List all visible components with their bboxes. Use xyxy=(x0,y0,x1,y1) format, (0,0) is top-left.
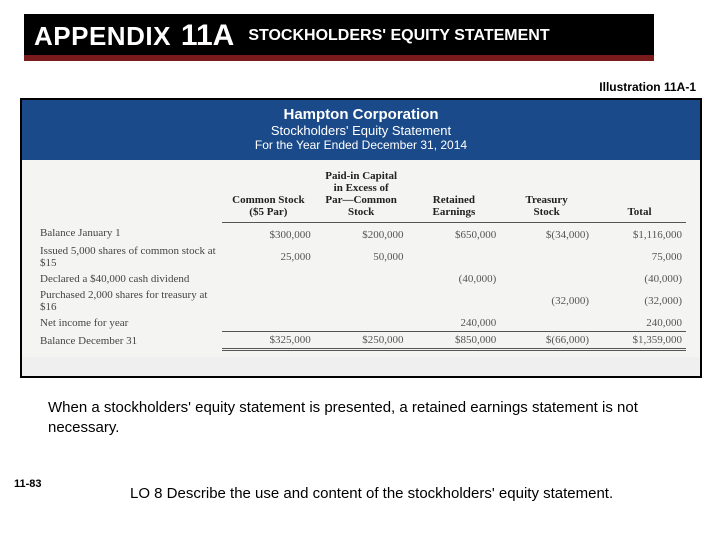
statement-period: For the Year Ended December 31, 2014 xyxy=(22,138,700,152)
col-total: Total xyxy=(593,168,686,223)
col-paid-in-capital: Paid-in Capitalin Excess ofPar—CommonSto… xyxy=(315,168,408,223)
appendix-header: APPENDIX 11A STOCKHOLDERS' EQUITY STATEM… xyxy=(24,14,654,58)
cell xyxy=(500,271,593,287)
cell: $(66,000) xyxy=(500,332,593,350)
appendix-title: STOCKHOLDERS' EQUITY STATEMENT xyxy=(248,27,549,45)
cell xyxy=(408,287,501,315)
header-underline xyxy=(24,55,654,61)
row-label: Balance January 1 xyxy=(36,223,222,244)
learning-objective: LO 8 Describe the use and content of the… xyxy=(130,485,613,502)
statement-header: Hampton Corporation Stockholders' Equity… xyxy=(22,100,700,160)
table-totals-row: Balance December 31 $325,000 $250,000 $8… xyxy=(36,332,686,350)
cell xyxy=(222,315,315,332)
table-row: Purchased 2,000 shares for treasury at $… xyxy=(36,287,686,315)
cell: $850,000 xyxy=(408,332,501,350)
cell: $1,359,000 xyxy=(593,332,686,350)
row-label: Balance December 31 xyxy=(36,332,222,350)
cell: 240,000 xyxy=(593,315,686,332)
table-row: Balance January 1 $300,000 $200,000 $650… xyxy=(36,223,686,244)
cell: $300,000 xyxy=(222,223,315,244)
cell xyxy=(500,315,593,332)
cell xyxy=(315,287,408,315)
company-name: Hampton Corporation xyxy=(22,106,700,123)
cell: $1,116,000 xyxy=(593,223,686,244)
row-label: Declared a $40,000 cash dividend xyxy=(36,271,222,287)
cell: $200,000 xyxy=(315,223,408,244)
cell xyxy=(500,243,593,271)
row-label: Net income for year xyxy=(36,315,222,332)
cell: (40,000) xyxy=(593,271,686,287)
cell: (40,000) xyxy=(408,271,501,287)
statement-table-wrap: Common Stock($5 Par) Paid-in Capitalin E… xyxy=(22,160,700,357)
appendix-number: 11A xyxy=(181,19,234,53)
cell xyxy=(315,271,408,287)
cell: 240,000 xyxy=(408,315,501,332)
cell xyxy=(222,271,315,287)
table-row: Issued 5,000 shares of common stock at $… xyxy=(36,243,686,271)
col-common-stock: Common Stock($5 Par) xyxy=(222,168,315,223)
cell: $(34,000) xyxy=(500,223,593,244)
illustration-label: Illustration 11A-1 xyxy=(599,80,696,94)
equity-statement: Hampton Corporation Stockholders' Equity… xyxy=(20,98,702,378)
cell: 50,000 xyxy=(315,243,408,271)
cell xyxy=(222,287,315,315)
row-label: Purchased 2,000 shares for treasury at $… xyxy=(36,287,222,315)
table-row: Declared a $40,000 cash dividend (40,000… xyxy=(36,271,686,287)
appendix-label: APPENDIX xyxy=(34,21,171,52)
col-blank xyxy=(36,168,222,223)
equity-table: Common Stock($5 Par) Paid-in Capitalin E… xyxy=(36,168,686,351)
table-row: Net income for year 240,000 240,000 xyxy=(36,315,686,332)
cell: (32,000) xyxy=(500,287,593,315)
cell: $250,000 xyxy=(315,332,408,350)
row-label: Issued 5,000 shares of common stock at $… xyxy=(36,243,222,271)
cell xyxy=(315,315,408,332)
table-header-row: Common Stock($5 Par) Paid-in Capitalin E… xyxy=(36,168,686,223)
cell: $325,000 xyxy=(222,332,315,350)
statement-title: Stockholders' Equity Statement xyxy=(22,123,700,138)
col-retained-earnings: RetainedEarnings xyxy=(408,168,501,223)
cell: 75,000 xyxy=(593,243,686,271)
cell: $650,000 xyxy=(408,223,501,244)
cell: 25,000 xyxy=(222,243,315,271)
cell: (32,000) xyxy=(593,287,686,315)
col-treasury-stock: TreasuryStock xyxy=(500,168,593,223)
page-number: 11-83 xyxy=(14,478,42,490)
explanatory-text: When a stockholders' equity statement is… xyxy=(48,398,668,439)
cell xyxy=(408,243,501,271)
